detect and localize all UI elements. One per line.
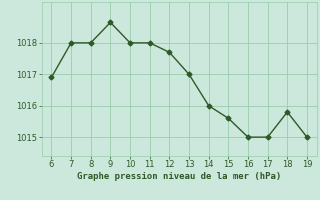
X-axis label: Graphe pression niveau de la mer (hPa): Graphe pression niveau de la mer (hPa) <box>77 172 281 181</box>
